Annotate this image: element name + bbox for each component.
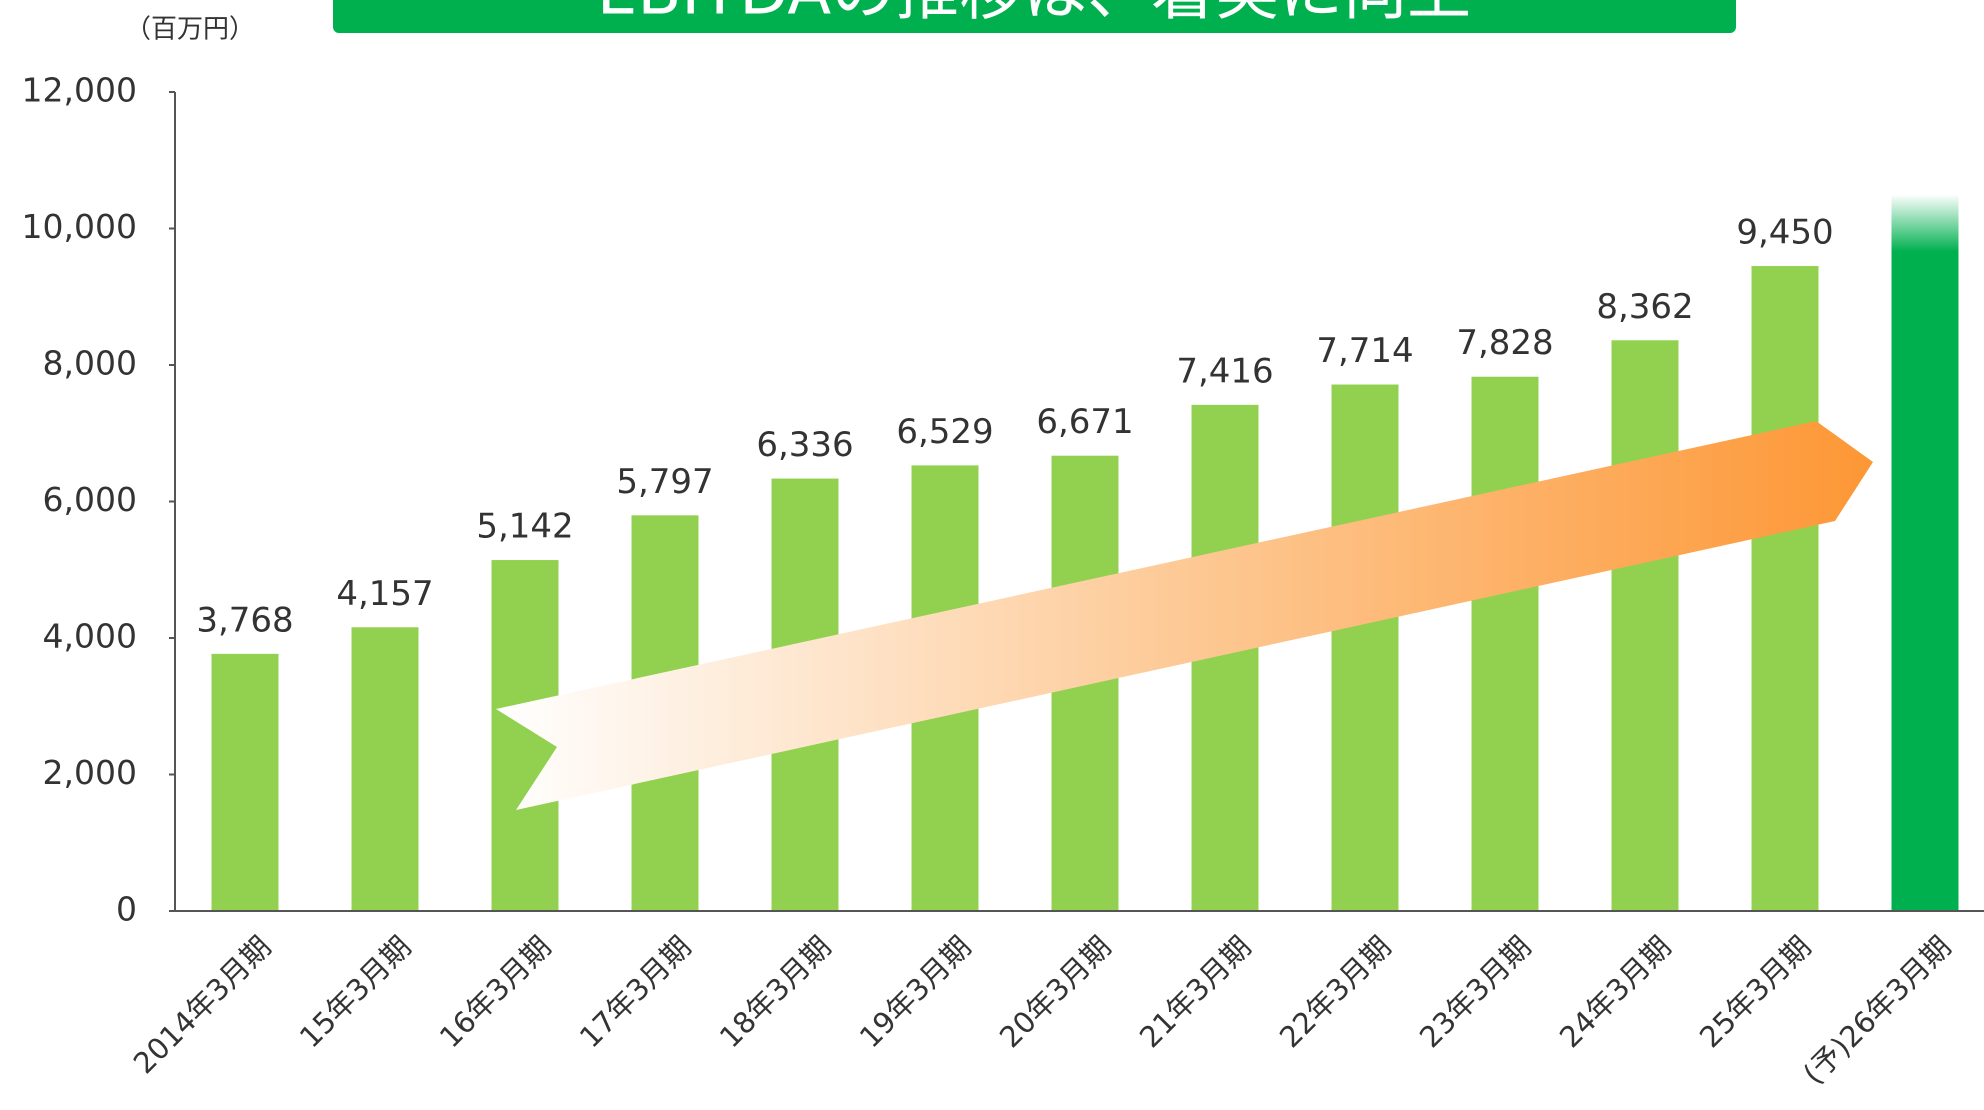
data-label: 7,416 xyxy=(1176,351,1273,391)
y-tick-label: 6,000 xyxy=(43,480,137,519)
data-label: 6,671 xyxy=(1036,402,1133,442)
bar xyxy=(1611,340,1679,912)
bar xyxy=(1331,384,1399,911)
bar xyxy=(1891,194,1959,911)
x-tick-label: 15年3月期 xyxy=(293,930,418,1055)
data-label: 9,450 xyxy=(1736,213,1833,253)
x-tick-label: 22年3月期 xyxy=(1273,930,1398,1055)
bar xyxy=(211,653,279,911)
x-tick-label: 17年3月期 xyxy=(573,930,698,1055)
title-banner xyxy=(333,0,1736,33)
bar xyxy=(1751,266,1819,912)
data-label: 7,714 xyxy=(1316,331,1413,371)
x-tick-label: 23年3月期 xyxy=(1413,930,1538,1055)
chart-title: EBITDAの推移は、着実に向上 xyxy=(597,0,1471,30)
data-label: 5,797 xyxy=(616,462,713,502)
data-label: 4,157 xyxy=(336,574,433,614)
data-label: 6,529 xyxy=(896,412,993,452)
x-tick-label: 25年3月期 xyxy=(1693,930,1818,1055)
data-label: 8,362 xyxy=(1596,287,1693,327)
data-label: 3,768 xyxy=(196,600,293,640)
x-tick-label: (予)26年3月期 xyxy=(1796,930,1957,1091)
data-label: 5,142 xyxy=(476,507,573,547)
bar xyxy=(351,627,419,911)
x-tick-label: 24年3月期 xyxy=(1553,930,1678,1055)
data-label: 7,828 xyxy=(1456,323,1553,363)
y-tick-label: 10,000 xyxy=(22,207,137,246)
trend-arrow xyxy=(496,421,1873,810)
x-tick-label: 21年3月期 xyxy=(1133,930,1258,1055)
x-tick-label: 19年3月期 xyxy=(853,930,978,1055)
data-label: 6,336 xyxy=(756,425,853,465)
y-tick-label: 2,000 xyxy=(43,753,137,792)
y-tick-label: 8,000 xyxy=(43,344,137,383)
bar xyxy=(1471,376,1539,911)
y-tick-label: 0 xyxy=(116,890,137,929)
x-tick-label: 20年3月期 xyxy=(993,930,1118,1055)
x-tick-label: 2014年3月期 xyxy=(127,930,278,1081)
unit-label: （百万円） xyxy=(125,15,255,45)
x-tick-label: 18年3月期 xyxy=(713,930,838,1055)
y-tick-label: 4,000 xyxy=(43,617,137,656)
y-tick-label: 12,000 xyxy=(22,71,137,110)
x-tick-label: 16年3月期 xyxy=(433,930,558,1055)
